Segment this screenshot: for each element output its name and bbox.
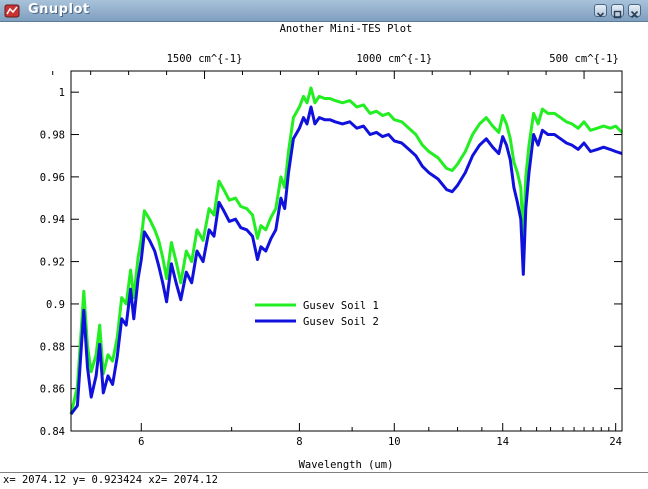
line-chart[interactable]: Another Mini-TES Plot 0.84 0.86 0.88 0.9 0.9… — [0, 22, 648, 472]
x-tick-label: 8 — [296, 436, 302, 448]
x-axis-label: Wavelength (um) — [299, 459, 394, 471]
legend-label: Gusev Soil 2 — [303, 316, 379, 328]
x-tick-label: 10 — [388, 436, 401, 448]
y-tick-label: 0.92 — [40, 257, 65, 269]
y-tick-label: 0.96 — [40, 172, 65, 184]
y-tick-label: 0.88 — [40, 341, 65, 353]
plot-area[interactable]: Another Mini-TES Plot 0.84 0.86 0.88 0.9 0.9… — [0, 22, 648, 472]
y-tick-label: 0.86 — [40, 384, 65, 396]
minimize-button[interactable] — [594, 4, 607, 18]
square-icon — [613, 10, 622, 19]
y-tick-label: 0.9 — [46, 299, 65, 311]
coordinate-readout: x= 2074.12 y= 0.923424 x2= 2074.12 — [3, 474, 218, 486]
chevron-down-icon — [596, 12, 605, 18]
y-tick-label: 0.94 — [40, 214, 65, 226]
close-button[interactable] — [628, 4, 641, 19]
chart-title: Another Mini-TES Plot — [280, 23, 413, 35]
window-title: Gnuplot — [28, 2, 90, 17]
plot-frame — [70, 70, 623, 432]
x-tick-label: 6 — [138, 436, 144, 448]
legend: Gusev Soil 1 Gusev Soil 2 — [255, 300, 379, 328]
x2-tick-label: 1000 cm^{-1} — [356, 53, 432, 65]
x2-tick-label: 500 cm^{-1} — [549, 53, 619, 65]
y-tick-label: 1 — [59, 87, 65, 99]
legend-label: Gusev Soil 1 — [303, 300, 379, 312]
title-bar[interactable]: Gnuplot — [0, 0, 648, 22]
close-icon — [630, 10, 639, 19]
status-bar: x= 2074.12 y= 0.923424 x2= 2074.12 — [0, 472, 648, 489]
gnuplot-app-icon — [4, 4, 20, 18]
y-tick-label: 0.98 — [40, 130, 65, 142]
maximize-button[interactable] — [611, 4, 624, 19]
series-line-gusev-soil-2 — [69, 105, 623, 416]
y-tick-label: 0.84 — [40, 426, 65, 438]
x-tick-label: 24 — [609, 436, 622, 448]
x-tick-label: 14 — [496, 436, 509, 448]
x2-tick-label: 1500 cm^{-1} — [167, 53, 243, 65]
